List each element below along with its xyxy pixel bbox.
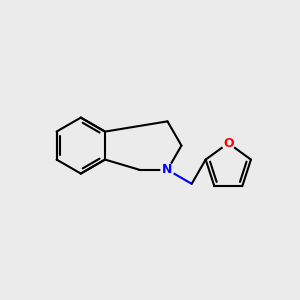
- Text: O: O: [223, 136, 234, 150]
- Circle shape: [222, 137, 235, 150]
- Text: N: N: [162, 163, 173, 176]
- Circle shape: [161, 163, 174, 176]
